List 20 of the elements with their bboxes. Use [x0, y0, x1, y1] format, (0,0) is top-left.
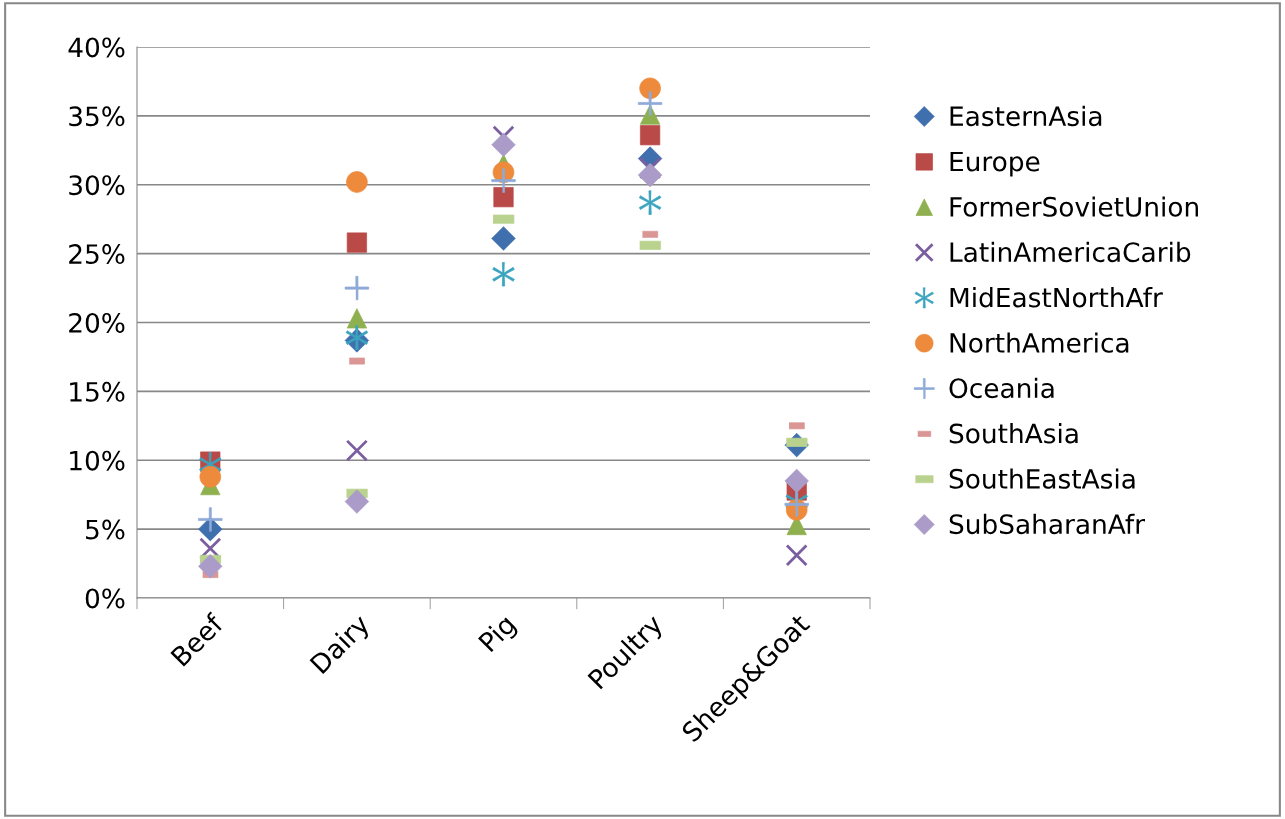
y-tick-label: 30% — [69, 175, 125, 196]
legend-label: SouthAsia — [949, 423, 1078, 444]
legend-label: SouthEastAsia — [949, 468, 1135, 489]
legend-label: LatinAmericaCarib — [950, 241, 1191, 263]
y-tick-label: 25% — [69, 244, 125, 265]
y-tick-label: 40% — [68, 37, 125, 58]
legend-label: SubSaharanAfr — [949, 513, 1146, 535]
legend-label: Europe — [950, 151, 1040, 177]
y-tick-label: 10% — [70, 450, 125, 471]
y-tick-label: 5% — [86, 519, 125, 540]
y-tick-label: 0% — [85, 588, 125, 609]
legend-label: NorthAmerica — [950, 332, 1129, 353]
legend-label: EasternAsia — [950, 105, 1102, 127]
y-tick-label: 15% — [70, 381, 125, 402]
x-tick-label: Pig — [477, 613, 520, 656]
legend-label: MidEastNorthAfr — [950, 287, 1163, 308]
y-tick-label: 35% — [69, 106, 125, 127]
legend-label: FormerSovietUnion — [950, 196, 1198, 217]
y-tick-label: 20% — [69, 312, 125, 333]
legend-label: Oceania — [949, 377, 1054, 399]
